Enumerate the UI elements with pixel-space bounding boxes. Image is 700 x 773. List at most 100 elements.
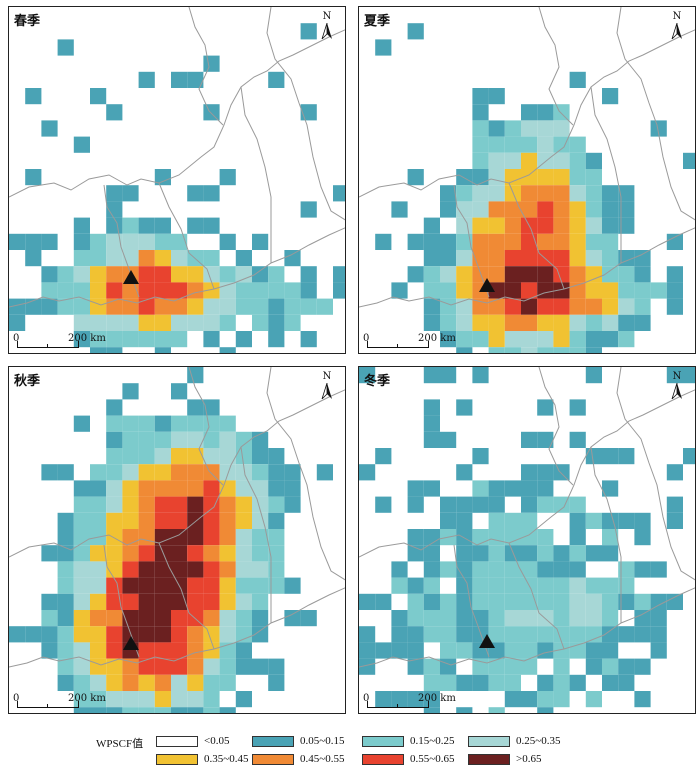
grid-cell [300,201,317,218]
grid-cell [138,266,155,283]
grid-cell [235,480,252,497]
grid-cell [504,120,521,137]
grid-cell [504,480,521,497]
grid-cell [472,331,489,348]
grid-cell [219,561,236,578]
grid-cell [106,512,123,529]
grid-cell [472,593,489,610]
legend-label: >0.65 [516,753,542,765]
boundary-line [9,587,345,668]
grid-cell [203,529,220,546]
grid-cell [138,707,155,713]
grid-cell [359,464,376,481]
grid-cell [154,529,171,546]
grid-cell [268,266,285,283]
grid-cell [537,185,554,202]
grid-cell [41,266,58,283]
scale-tick [428,341,429,348]
grid-cell [333,185,345,202]
grid-cell [488,331,505,348]
grid-cell [569,399,586,416]
grid-cell [440,367,457,384]
grid-cell [106,674,123,691]
grid-cell [537,399,554,416]
grid-cell [634,529,651,546]
grid-cell [423,266,440,283]
grid-cell [106,610,123,627]
grid-cell [488,593,505,610]
grid-cell [407,610,424,627]
grid-cell [488,298,505,315]
grid-cell [440,250,457,267]
grid-cell [391,201,408,218]
grid-cell [171,71,188,88]
grid-cell [407,626,424,643]
grid-cell [106,233,123,250]
grid-cell [73,250,90,267]
grid-cell [585,314,602,331]
grid-cell [456,512,473,529]
grid-cell [472,674,489,691]
grid-cell [423,480,440,497]
grid-cell [407,480,424,497]
grid-cell [187,71,204,88]
grid-cell [440,626,457,643]
grid-cell [488,577,505,594]
grid-cell [219,431,236,448]
grid-cell [106,266,123,283]
grid-cell [171,626,188,643]
grid-cell [57,282,74,299]
grid-cell [504,314,521,331]
grid-cell [106,314,123,331]
grid-cell [219,448,236,465]
grid-cell [106,282,123,299]
grid-cell [171,561,188,578]
grid-cell [553,658,570,675]
grid-cell [235,282,252,299]
grid-cell [504,642,521,659]
grid-cell [268,464,285,481]
grid-cell [41,610,58,627]
grid-cell [268,314,285,331]
grid-cell [618,674,635,691]
grid-cell [268,480,285,497]
grid-cell [235,464,252,481]
grid-cell [521,266,538,283]
grid-cell [423,707,440,713]
grid-cell [472,88,489,105]
grid-cell [284,250,301,267]
grid-cell [122,674,139,691]
map-panel-winter: 冬季 N 0 200 km [358,366,696,714]
grid-cell [423,610,440,627]
grid-cell [585,512,602,529]
grid-cell [171,282,188,299]
grid-cell [106,691,123,708]
scale-bar: 0 200 km [11,331,119,351]
boundary-line [158,542,215,650]
grid-cell [187,529,204,546]
grid-cell [407,593,424,610]
grid-cell [73,545,90,562]
grid-cell [521,233,538,250]
grid-cell [235,577,252,594]
grid-cell [219,480,236,497]
grid-cell [683,448,695,465]
grid-cell [122,415,139,432]
grid-cell [284,577,301,594]
grid-cell [203,610,220,627]
grid-cell [235,266,252,283]
grid-cell [585,610,602,627]
grid-cell [25,250,42,267]
grid-cell [537,707,554,713]
grid-cell [602,529,619,546]
grid-cell [488,88,505,105]
grid-cell [106,642,123,659]
grid-cell [521,431,538,448]
grid-cell [138,431,155,448]
grid-cell [504,152,521,169]
grid-cell [488,496,505,513]
grid-cell [154,561,171,578]
grid-cell [219,314,236,331]
grid-cell [618,282,635,299]
grid-cell [25,233,42,250]
